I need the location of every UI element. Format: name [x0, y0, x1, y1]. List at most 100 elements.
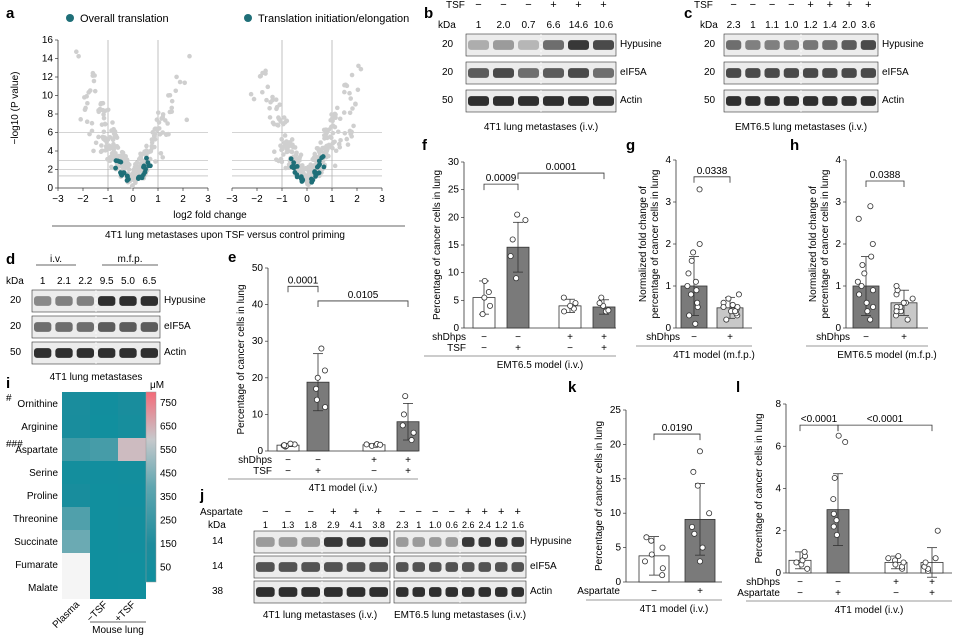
- data-point: [271, 121, 277, 127]
- data-point: [900, 559, 907, 566]
- blot-band: [140, 296, 158, 306]
- data-point: [278, 143, 283, 149]
- band-label: Actin: [530, 586, 552, 597]
- x-tick-label: 0: [304, 194, 310, 205]
- y-axis-label: Percentage of cancer cells in lung: [432, 170, 443, 320]
- data-point: [861, 270, 868, 277]
- y-tick-label: 20: [252, 373, 264, 384]
- caption: EMT6.5 model (i.v.): [497, 360, 584, 371]
- group-sign: −: [285, 455, 291, 466]
- blot-band: [764, 40, 780, 50]
- data-point: [101, 115, 107, 121]
- data-point: [99, 143, 104, 148]
- data-point: [312, 169, 318, 175]
- data-point: [343, 82, 348, 88]
- significance-bracket: [693, 176, 731, 183]
- blot-band: [860, 68, 876, 78]
- data-point: [169, 105, 175, 111]
- data-point: [102, 121, 108, 127]
- blot-band: [98, 322, 116, 332]
- heatmap-cell: [62, 392, 90, 415]
- data-point: [691, 530, 698, 537]
- data-point: [303, 165, 308, 171]
- blot-band: [543, 96, 564, 106]
- x-axis-label: log2 fold change: [173, 210, 247, 221]
- blot-band: [445, 587, 458, 597]
- blot-band: [76, 322, 94, 332]
- blot-band: [119, 296, 137, 306]
- data-point: [408, 437, 415, 444]
- panel-g: g 0 1 2 3 4 Normalized fold change ofpercentag…: [626, 137, 755, 361]
- data-point: [153, 159, 158, 164]
- data-point: [316, 170, 322, 176]
- data-point: [363, 441, 370, 448]
- lane-quant: 2.6: [462, 520, 475, 530]
- data-point: [291, 160, 297, 166]
- y-tick-label: 25: [448, 185, 460, 196]
- data-point: [286, 148, 291, 154]
- data-point: [355, 87, 361, 93]
- panel-h: h 0 1 2 3 4 Normalized fold change ofpercentag…: [790, 137, 937, 361]
- y-tick-label: 15: [610, 474, 622, 485]
- data-point: [351, 123, 356, 129]
- lane-quant: 2.3: [727, 20, 741, 31]
- lane-quant: 1.2: [495, 520, 508, 530]
- blot-band: [593, 68, 614, 78]
- kda-label: kDa: [438, 20, 456, 31]
- data-point: [169, 109, 175, 114]
- data-point: [271, 149, 277, 154]
- lane-sign: +: [375, 506, 381, 518]
- data-point: [278, 119, 283, 124]
- blot-band: [256, 537, 275, 547]
- blot-band: [346, 537, 366, 547]
- data-point: [130, 183, 135, 188]
- y-axis-label: Normalized fold change ofpercentage of c…: [638, 170, 661, 319]
- legend-dot: [66, 14, 74, 22]
- data-point: [82, 107, 88, 113]
- data-point: [270, 97, 275, 103]
- data-point: [98, 100, 104, 106]
- blot-band: [478, 587, 491, 597]
- data-point: [292, 164, 298, 170]
- group-sign: +: [405, 455, 411, 466]
- blot-band: [478, 537, 491, 547]
- p-value: 0.0009: [486, 173, 517, 184]
- caption: EMT6.5 model (m.f.p.): [837, 350, 936, 361]
- blot-band: [256, 587, 275, 597]
- heatmap-cell: [62, 438, 90, 461]
- y-tick-label: 16: [42, 35, 54, 46]
- x-tick-label: −2: [77, 194, 89, 205]
- lane-quant: 6.5: [142, 276, 156, 287]
- volcano-plot: −3 −2 −1 0 1 2 3: [226, 40, 385, 205]
- panel-label: l: [736, 379, 740, 396]
- data-point: [126, 167, 132, 172]
- p-value: 0.0388: [870, 170, 901, 181]
- data-point: [332, 163, 338, 169]
- legend-dot: [244, 14, 252, 22]
- heatmap-cell: [90, 553, 118, 576]
- data-point: [107, 134, 113, 140]
- y-tick-label: 4: [665, 155, 671, 166]
- lane-quant: 1.4: [823, 20, 837, 31]
- data-point: [867, 203, 874, 210]
- lane-quant: 1.0: [429, 520, 442, 530]
- blot-band: [803, 40, 819, 50]
- blot-band: [278, 537, 298, 547]
- group-sign: +: [697, 586, 703, 597]
- group-sign: −: [797, 588, 803, 599]
- heatmap-cell: [90, 415, 118, 438]
- data-point: [342, 130, 348, 136]
- data-point: [102, 108, 108, 114]
- lane-quant: 1.8: [304, 520, 317, 530]
- y-axis-label-line: Normalized fold change of: [808, 186, 819, 302]
- data-point: [281, 442, 288, 449]
- data-point: [804, 565, 811, 572]
- data-point: [326, 142, 332, 148]
- color-scale-tick: 550: [160, 445, 177, 456]
- blot-band: [783, 68, 799, 78]
- blot-band: [34, 348, 52, 358]
- data-point: [109, 164, 114, 170]
- data-point: [735, 291, 742, 298]
- data-point: [158, 151, 164, 156]
